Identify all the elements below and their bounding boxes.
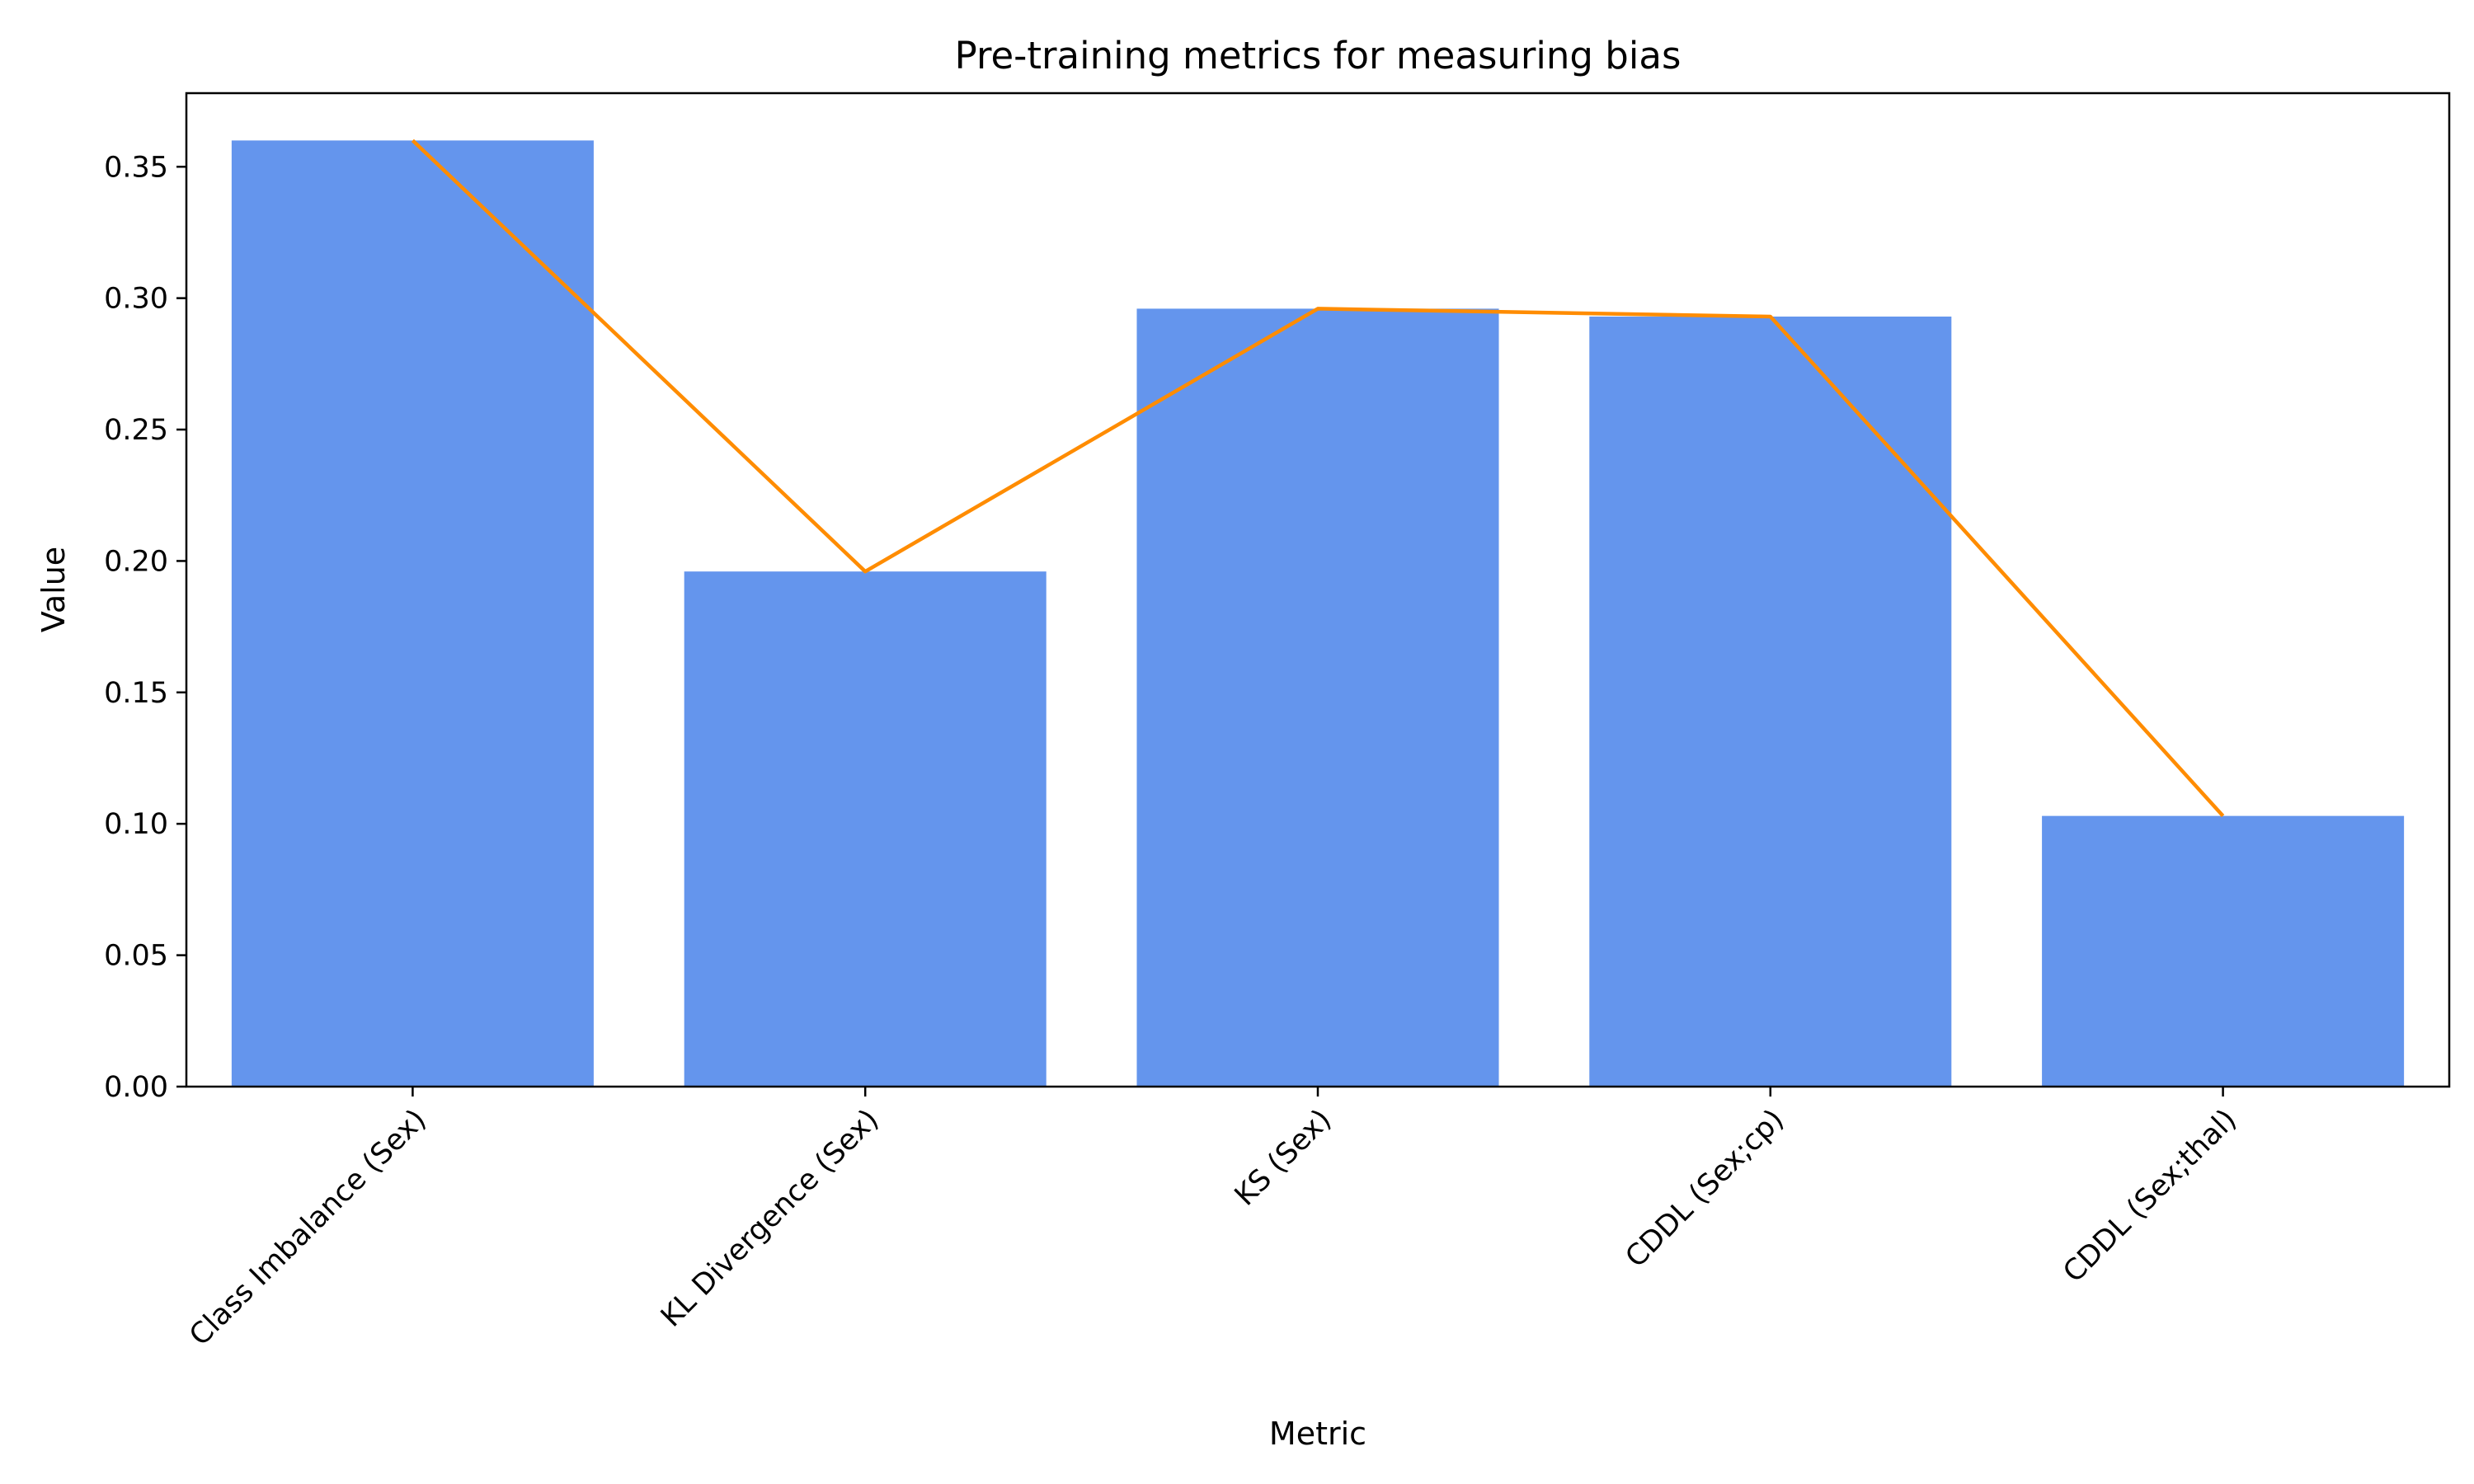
x-axis-title: Metric xyxy=(1269,1416,1366,1452)
y-tick-label-3: 0.15 xyxy=(104,677,168,710)
axes-frame xyxy=(185,92,2451,1088)
bar-4 xyxy=(2042,815,2405,1087)
y-tick-label-1: 0.05 xyxy=(104,940,168,973)
bar-0 xyxy=(231,140,594,1087)
y-tick-label-2: 0.10 xyxy=(104,808,168,841)
y-tick-label-4: 0.20 xyxy=(104,545,168,578)
y-tick-label-0: 0.00 xyxy=(104,1071,168,1104)
y-axis-title: Value xyxy=(35,547,72,632)
line-series xyxy=(411,139,2225,818)
y-tick-label-6: 0.30 xyxy=(104,283,168,316)
y-tick-label-7: 0.35 xyxy=(104,151,168,184)
bar-3 xyxy=(1589,316,1952,1087)
y-tick-label-5: 0.25 xyxy=(104,414,168,447)
bar-1 xyxy=(684,571,1047,1087)
bar-2 xyxy=(1136,308,1499,1087)
chart-title: Pre-training metrics for measuring bias xyxy=(955,34,1681,77)
